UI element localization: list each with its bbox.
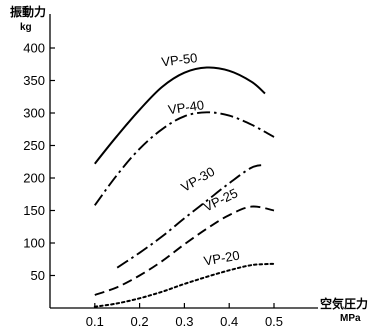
series-label-vp-50: VP-50 — [161, 50, 199, 69]
x-axis-title: 空気圧力 — [320, 296, 368, 311]
x-tick-label: 0.4 — [220, 314, 238, 329]
y-tick-label: 50 — [31, 268, 45, 283]
series-line-vp-20 — [93, 262, 275, 308]
x-tick-label: 0.3 — [175, 314, 193, 329]
series-line-vp-30 — [116, 164, 266, 269]
axes: 50 100 150 200 250 300 350 400 0.1 0.2 0.3 0.4 0.5 — [23, 14, 318, 329]
series-label-vp-40: VP-40 — [167, 97, 205, 117]
x-axis-unit: MPa — [340, 313, 361, 324]
y-tick-label: 150 — [23, 203, 45, 218]
y-axis-title: 振動力 — [10, 4, 46, 19]
series-line-vp-40 — [94, 111, 275, 206]
x-tick-label: 0.5 — [265, 314, 283, 329]
y-tick-label: 350 — [23, 73, 45, 88]
x-tick-label: 0.1 — [86, 314, 104, 329]
y-tick-label: 400 — [23, 41, 45, 56]
y-tick-label: 100 — [23, 236, 45, 251]
y-tick-label: 250 — [23, 138, 45, 153]
series-line-vp-50 — [94, 66, 266, 165]
series-line-vp-25 — [94, 205, 275, 296]
series-lines — [93, 66, 275, 308]
series-label-vp-20: VP-20 — [203, 248, 241, 269]
y-tick-label: 200 — [23, 171, 45, 186]
series-label-vp-30: VP-30 — [178, 164, 217, 195]
x-tick-label: 0.2 — [131, 314, 149, 329]
y-axis-unit: kg — [20, 22, 32, 33]
y-tick-label: 300 — [23, 106, 45, 121]
